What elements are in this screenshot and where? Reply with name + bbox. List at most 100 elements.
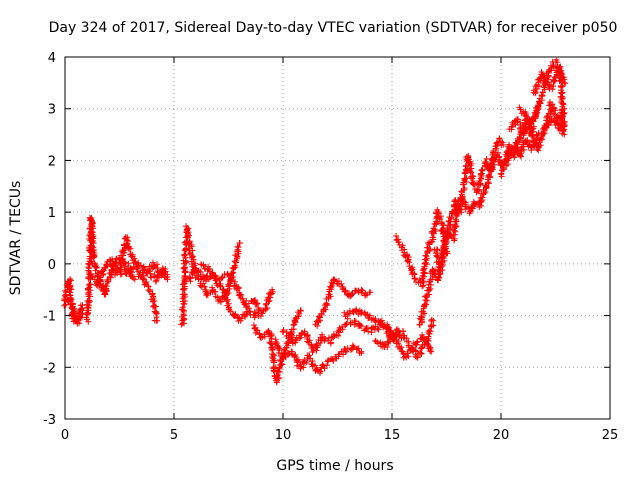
data-point (523, 113, 530, 120)
data-point (122, 270, 129, 277)
data-point (129, 251, 136, 258)
y-tick-label: -3 (43, 413, 56, 428)
x-axis-label: GPS time / hours (276, 458, 393, 474)
data-point (314, 342, 321, 349)
data-point (321, 306, 328, 313)
data-point (257, 313, 264, 320)
data-point (212, 288, 219, 295)
data-point (320, 363, 327, 370)
data-point (181, 251, 188, 258)
data-point (526, 123, 533, 130)
data-point (429, 234, 436, 241)
data-point (467, 168, 474, 175)
data-point (242, 313, 249, 320)
data-point (426, 286, 433, 293)
data-point (551, 74, 558, 81)
data-point (327, 340, 334, 347)
data-point (456, 202, 463, 209)
data-point (279, 361, 286, 368)
data-point (358, 308, 365, 315)
data-point (426, 327, 433, 334)
data-point (325, 357, 332, 364)
data-point (291, 352, 298, 359)
data-point (237, 317, 244, 324)
data-point (344, 345, 351, 352)
data-point (66, 288, 73, 295)
data-track (186, 265, 276, 324)
data-point (221, 293, 228, 300)
data-point (560, 123, 567, 130)
data-point (84, 298, 91, 305)
data-point (500, 141, 507, 148)
data-point (558, 90, 565, 97)
data-track (83, 214, 138, 325)
data-point (124, 244, 131, 251)
data-point (276, 345, 283, 352)
data-point (315, 313, 322, 320)
data-point (218, 275, 225, 282)
data-point (534, 104, 541, 111)
data-point (540, 131, 547, 138)
data-point (466, 208, 473, 215)
data-point (153, 317, 160, 324)
data-point (327, 293, 334, 300)
data-point (258, 307, 265, 314)
y-tick-label: 3 (48, 103, 56, 118)
data-point (113, 260, 120, 267)
data-track (104, 261, 161, 324)
data-point (346, 307, 353, 314)
data-point (504, 161, 511, 168)
data-point (532, 90, 539, 97)
y-axis-label: SDTVAR / TECUs (8, 181, 24, 296)
data-point (379, 340, 386, 347)
data-point (270, 351, 277, 358)
data-point (413, 339, 420, 346)
data-point (419, 314, 426, 321)
y-tick-label: -2 (43, 361, 56, 376)
data-point (267, 340, 274, 347)
data-point (179, 304, 186, 311)
chart-title: Day 324 of 2017, Sidereal Day-to-day VTE… (49, 20, 618, 36)
data-point (454, 212, 461, 219)
data-point (430, 317, 437, 324)
data-point (383, 330, 390, 337)
data-point (516, 134, 523, 141)
data-point (89, 274, 96, 281)
data-point (558, 99, 565, 106)
data-point (318, 310, 325, 317)
data-point (508, 147, 515, 154)
x-tick-label: 15 (384, 428, 401, 443)
data-point (181, 252, 188, 259)
data-point (423, 255, 430, 262)
data-point (335, 353, 342, 360)
data-point (522, 112, 529, 119)
data-point (358, 323, 365, 330)
data-point (239, 295, 246, 302)
data-point (435, 210, 442, 217)
data-point (256, 330, 263, 337)
data-point (367, 289, 374, 296)
series-sdtvar (61, 56, 569, 386)
data-point (130, 266, 137, 273)
data-point (297, 307, 304, 314)
data-point (152, 309, 159, 316)
data-point (511, 153, 518, 160)
data-point (470, 180, 477, 187)
data-point (421, 265, 428, 272)
data-point (428, 316, 435, 323)
data-point (561, 131, 568, 138)
data-point (534, 146, 541, 153)
data-point (378, 317, 385, 324)
x-tick-label: 0 (61, 428, 69, 443)
data-point (88, 273, 95, 280)
data-point (414, 354, 421, 361)
data-point (107, 274, 114, 281)
data-point (154, 261, 161, 268)
data-point (440, 237, 447, 244)
data-point (217, 298, 224, 305)
data-point (112, 259, 119, 266)
data-point (61, 302, 68, 309)
data-point (551, 119, 558, 126)
data-point (557, 77, 564, 84)
data-point (422, 259, 429, 266)
